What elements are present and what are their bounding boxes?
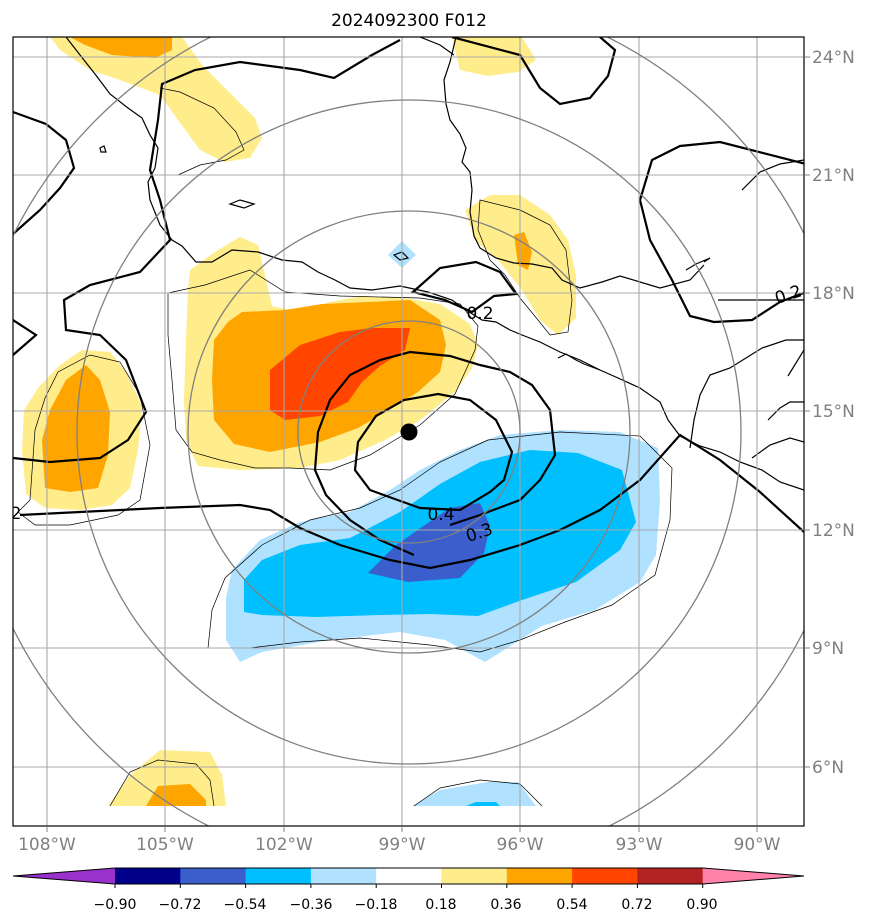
- lat-tick: 12°N: [812, 521, 855, 541]
- colorbar-tick: −0.36: [290, 897, 333, 913]
- colorbar-tick: −0.90: [94, 897, 137, 913]
- contour-label: 0.2: [466, 304, 493, 324]
- colorbar-swatch: [376, 868, 442, 884]
- colorbar-tick: −0.72: [159, 897, 202, 913]
- colorbar-swatch: [702, 868, 804, 884]
- colorbar-tick: −0.54: [224, 897, 267, 913]
- colorbar-swatch: [572, 868, 638, 884]
- contour-label: 2: [11, 504, 22, 524]
- latitude-tick-labels: 24°N 21°N 18°N 15°N 12°N 9°N 6°N: [804, 48, 855, 778]
- colorbar-swatch: [506, 868, 573, 884]
- longitude-tick-labels: 108°W 105°W 102°W 99°W 96°W 93°W 90°W: [18, 826, 781, 855]
- lon-tick: 102°W: [255, 835, 313, 855]
- colorbar-tick: 0.36: [490, 897, 521, 913]
- colorbar-swatch: [180, 868, 247, 884]
- map-title: 2024092300 F012: [331, 11, 487, 31]
- storm-center-marker: [400, 423, 418, 441]
- colorbar-swatch: [441, 868, 508, 884]
- lon-tick: 93°W: [616, 835, 663, 855]
- contour-label: 0.4: [427, 505, 454, 525]
- lon-tick: 96°W: [497, 835, 544, 855]
- colorbar-swatch: [245, 868, 312, 884]
- lat-tick: 21°N: [812, 166, 855, 186]
- lat-tick: 6°N: [812, 758, 844, 778]
- colorbar-swatch: [115, 868, 181, 884]
- lat-tick: 18°N: [812, 284, 855, 304]
- range-rings: [13, 37, 804, 826]
- coastlines: [65, 37, 804, 491]
- colorbar-swatch: [637, 868, 704, 884]
- map-panel: 0.2 0.4 0.3 0.2 2: [11, 37, 804, 826]
- colorbar-tick: 0.72: [621, 897, 652, 913]
- colorbar-swatch: [13, 868, 115, 884]
- colorbar-tick: 0.18: [425, 897, 456, 913]
- colorbar-tick: 0.54: [556, 897, 587, 913]
- lon-tick: 108°W: [18, 835, 76, 855]
- map-frame: [12, 36, 805, 827]
- colorbar-swatch: [310, 868, 377, 884]
- lon-tick: 105°W: [136, 835, 194, 855]
- colorbar-tick: 0.90: [686, 897, 717, 913]
- lat-tick: 9°N: [812, 639, 844, 659]
- colorbar: −0.90 −0.72 −0.54 −0.36 −0.18 0.18 0.36 …: [12, 867, 805, 913]
- lat-tick: 15°N: [812, 402, 855, 422]
- lat-tick: 24°N: [812, 48, 855, 68]
- lon-tick: 99°W: [379, 835, 426, 855]
- lon-tick: 90°W: [734, 835, 781, 855]
- colorbar-tick: −0.18: [355, 897, 398, 913]
